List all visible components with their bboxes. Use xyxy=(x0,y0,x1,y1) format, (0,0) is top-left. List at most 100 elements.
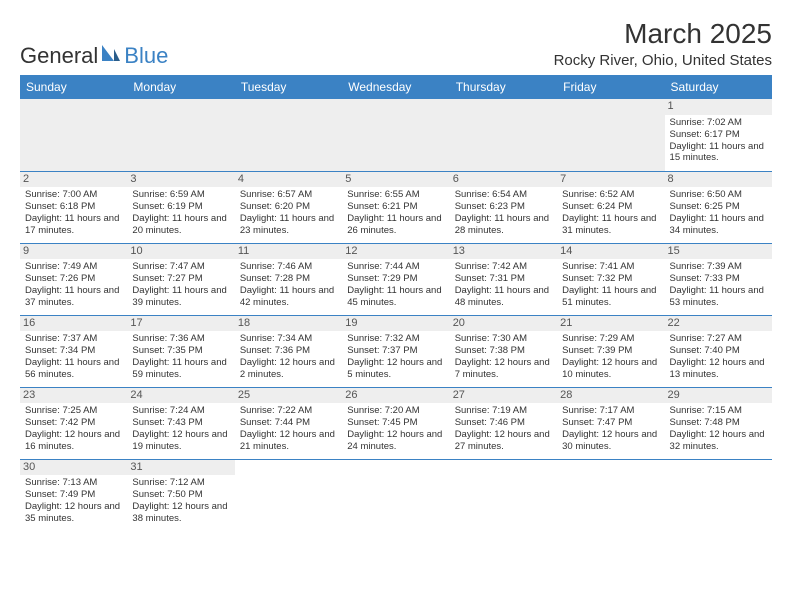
sunrise-text: Sunrise: 6:57 AM xyxy=(239,189,338,201)
daylight-text: Daylight: 11 hours and 37 minutes. xyxy=(24,285,123,309)
calendar-day-cell: 26Sunrise: 7:20 AMSunset: 7:45 PMDayligh… xyxy=(342,387,449,459)
sunrise-text: Sunrise: 7:15 AM xyxy=(669,405,768,417)
sunrise-text: Sunrise: 7:44 AM xyxy=(346,261,445,273)
calendar-day-cell: 24Sunrise: 7:24 AMSunset: 7:43 PMDayligh… xyxy=(127,387,234,459)
daylight-text: Daylight: 11 hours and 56 minutes. xyxy=(24,357,123,381)
day-number: 26 xyxy=(342,388,449,404)
day-number: 17 xyxy=(127,316,234,332)
calendar-day-cell xyxy=(450,99,557,171)
calendar-week-row: 16Sunrise: 7:37 AMSunset: 7:34 PMDayligh… xyxy=(20,315,772,387)
day-number: 30 xyxy=(20,460,127,476)
title-block: March 2025 Rocky River, Ohio, United Sta… xyxy=(554,18,772,69)
calendar-day-cell: 2Sunrise: 7:00 AMSunset: 6:18 PMDaylight… xyxy=(20,171,127,243)
weekday-header: Monday xyxy=(127,75,234,99)
daylight-text: Daylight: 11 hours and 17 minutes. xyxy=(24,213,123,237)
daylight-text: Daylight: 12 hours and 16 minutes. xyxy=(24,429,123,453)
location-text: Rocky River, Ohio, United States xyxy=(554,52,772,69)
calendar-day-cell: 8Sunrise: 6:50 AMSunset: 6:25 PMDaylight… xyxy=(665,171,772,243)
daylight-text: Daylight: 12 hours and 32 minutes. xyxy=(669,429,768,453)
logo-sail-icon xyxy=(100,43,122,69)
day-number: 16 xyxy=(20,316,127,332)
sunset-text: Sunset: 6:19 PM xyxy=(131,201,230,213)
sunrise-text: Sunrise: 7:39 AM xyxy=(669,261,768,273)
sunrise-text: Sunrise: 7:24 AM xyxy=(131,405,230,417)
sunset-text: Sunset: 7:37 PM xyxy=(346,345,445,357)
calendar-day-cell: 28Sunrise: 7:17 AMSunset: 7:47 PMDayligh… xyxy=(557,387,664,459)
sunrise-text: Sunrise: 6:52 AM xyxy=(561,189,660,201)
sunset-text: Sunset: 7:38 PM xyxy=(454,345,553,357)
daylight-text: Daylight: 12 hours and 35 minutes. xyxy=(24,501,123,525)
logo: General Blue xyxy=(20,43,168,69)
sunset-text: Sunset: 7:39 PM xyxy=(561,345,660,357)
daylight-text: Daylight: 12 hours and 24 minutes. xyxy=(346,429,445,453)
day-number: 24 xyxy=(127,388,234,404)
day-number: 25 xyxy=(235,388,342,404)
daylight-text: Daylight: 11 hours and 31 minutes. xyxy=(561,213,660,237)
calendar-day-cell: 22Sunrise: 7:27 AMSunset: 7:40 PMDayligh… xyxy=(665,315,772,387)
sunset-text: Sunset: 7:32 PM xyxy=(561,273,660,285)
sunset-text: Sunset: 7:48 PM xyxy=(669,417,768,429)
sunset-text: Sunset: 7:50 PM xyxy=(131,489,230,501)
calendar-day-cell: 15Sunrise: 7:39 AMSunset: 7:33 PMDayligh… xyxy=(665,243,772,315)
day-number: 21 xyxy=(557,316,664,332)
sunrise-text: Sunrise: 7:12 AM xyxy=(131,477,230,489)
sunset-text: Sunset: 7:27 PM xyxy=(131,273,230,285)
weekday-header: Tuesday xyxy=(235,75,342,99)
calendar-day-cell xyxy=(235,99,342,171)
calendar-day-cell: 13Sunrise: 7:42 AMSunset: 7:31 PMDayligh… xyxy=(450,243,557,315)
calendar-day-cell: 9Sunrise: 7:49 AMSunset: 7:26 PMDaylight… xyxy=(20,243,127,315)
sunrise-text: Sunrise: 7:00 AM xyxy=(24,189,123,201)
daylight-text: Daylight: 12 hours and 21 minutes. xyxy=(239,429,338,453)
day-number: 3 xyxy=(127,172,234,188)
sunset-text: Sunset: 6:25 PM xyxy=(669,201,768,213)
calendar-day-cell xyxy=(127,99,234,171)
sunrise-text: Sunrise: 7:36 AM xyxy=(131,333,230,345)
sunrise-text: Sunrise: 7:34 AM xyxy=(239,333,338,345)
day-number: 20 xyxy=(450,316,557,332)
day-number: 11 xyxy=(235,244,342,260)
calendar-day-cell xyxy=(450,459,557,531)
weekday-header-row: Sunday Monday Tuesday Wednesday Thursday… xyxy=(20,75,772,99)
calendar-day-cell: 1Sunrise: 7:02 AMSunset: 6:17 PMDaylight… xyxy=(665,99,772,171)
sunrise-text: Sunrise: 6:55 AM xyxy=(346,189,445,201)
calendar-day-cell: 4Sunrise: 6:57 AMSunset: 6:20 PMDaylight… xyxy=(235,171,342,243)
daylight-text: Daylight: 11 hours and 28 minutes. xyxy=(454,213,553,237)
calendar-day-cell xyxy=(235,459,342,531)
day-number: 12 xyxy=(342,244,449,260)
day-number: 7 xyxy=(557,172,664,188)
sunset-text: Sunset: 7:40 PM xyxy=(669,345,768,357)
calendar-day-cell xyxy=(342,99,449,171)
daylight-text: Daylight: 11 hours and 53 minutes. xyxy=(669,285,768,309)
day-number: 19 xyxy=(342,316,449,332)
calendar-day-cell: 18Sunrise: 7:34 AMSunset: 7:36 PMDayligh… xyxy=(235,315,342,387)
weekday-header: Sunday xyxy=(20,75,127,99)
day-number: 31 xyxy=(127,460,234,476)
calendar-day-cell: 27Sunrise: 7:19 AMSunset: 7:46 PMDayligh… xyxy=(450,387,557,459)
sunrise-text: Sunrise: 7:22 AM xyxy=(239,405,338,417)
sunrise-text: Sunrise: 7:13 AM xyxy=(24,477,123,489)
calendar-day-cell xyxy=(557,459,664,531)
daylight-text: Daylight: 11 hours and 59 minutes. xyxy=(131,357,230,381)
sunrise-text: Sunrise: 7:17 AM xyxy=(561,405,660,417)
calendar-day-cell: 20Sunrise: 7:30 AMSunset: 7:38 PMDayligh… xyxy=(450,315,557,387)
sunrise-text: Sunrise: 7:49 AM xyxy=(24,261,123,273)
sunset-text: Sunset: 7:47 PM xyxy=(561,417,660,429)
sunrise-text: Sunrise: 6:54 AM xyxy=(454,189,553,201)
calendar-day-cell: 31Sunrise: 7:12 AMSunset: 7:50 PMDayligh… xyxy=(127,459,234,531)
sunrise-text: Sunrise: 7:41 AM xyxy=(561,261,660,273)
weekday-header: Thursday xyxy=(450,75,557,99)
calendar-day-cell xyxy=(557,99,664,171)
calendar-day-cell: 23Sunrise: 7:25 AMSunset: 7:42 PMDayligh… xyxy=(20,387,127,459)
calendar-day-cell: 10Sunrise: 7:47 AMSunset: 7:27 PMDayligh… xyxy=(127,243,234,315)
calendar-day-cell: 19Sunrise: 7:32 AMSunset: 7:37 PMDayligh… xyxy=(342,315,449,387)
sunrise-text: Sunrise: 7:30 AM xyxy=(454,333,553,345)
daylight-text: Daylight: 12 hours and 19 minutes. xyxy=(131,429,230,453)
day-number: 13 xyxy=(450,244,557,260)
calendar-body: 1Sunrise: 7:02 AMSunset: 6:17 PMDaylight… xyxy=(20,99,772,531)
calendar-day-cell xyxy=(20,99,127,171)
sunset-text: Sunset: 6:18 PM xyxy=(24,201,123,213)
day-number: 2 xyxy=(20,172,127,188)
daylight-text: Daylight: 11 hours and 15 minutes. xyxy=(669,141,768,165)
daylight-text: Daylight: 11 hours and 48 minutes. xyxy=(454,285,553,309)
sunset-text: Sunset: 7:31 PM xyxy=(454,273,553,285)
